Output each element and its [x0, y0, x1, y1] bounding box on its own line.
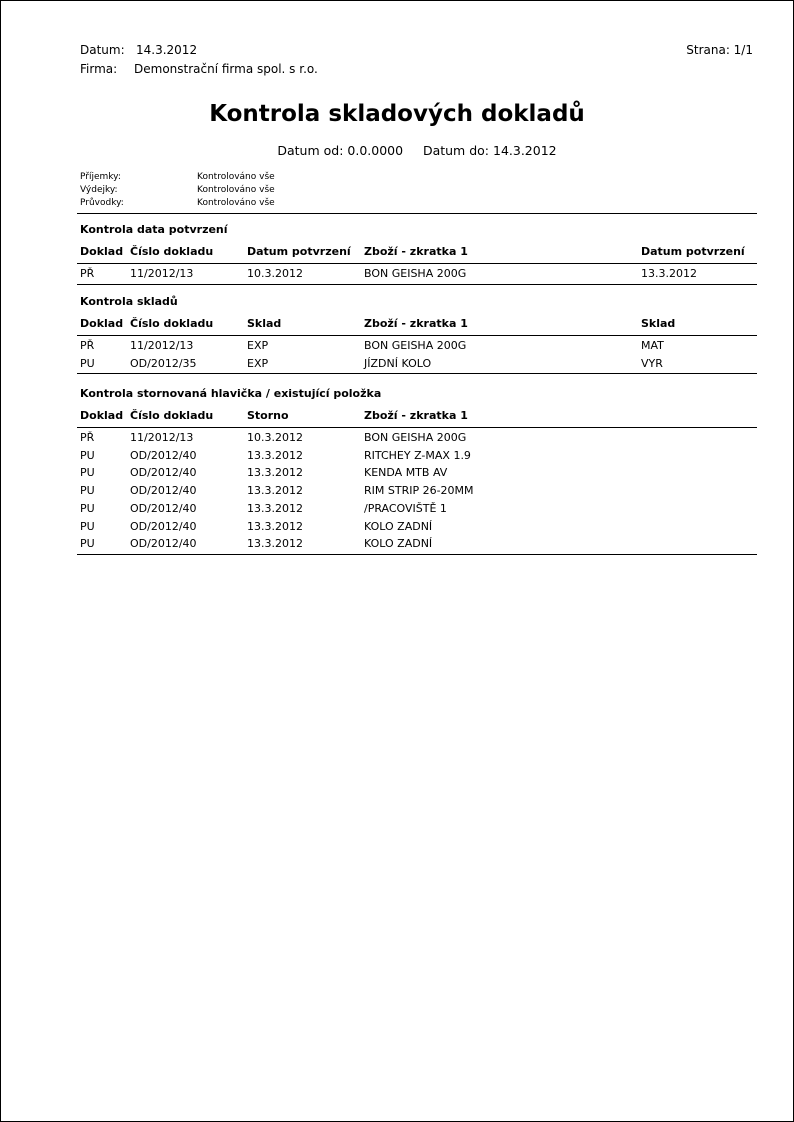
table-cell: PU — [80, 501, 95, 515]
table-cell: 13.3.2012 — [247, 537, 303, 551]
page-number: Strana: 1/1 — [686, 43, 753, 57]
company-label: Firma: — [80, 62, 118, 76]
header-divider — [77, 427, 757, 428]
table-cell: 13.3.2012 — [247, 466, 303, 480]
section-divider — [77, 373, 757, 375]
table-cell: PU — [80, 537, 95, 551]
column-header: Číslo dokladu — [130, 317, 214, 330]
table-cell: PU — [80, 519, 95, 533]
divider — [77, 213, 757, 214]
company-value: Demonstrační firma spol. s r.o. — [134, 62, 318, 76]
section-title: Kontrola skladů — [80, 295, 178, 308]
table-cell: 11/2012/13 — [130, 431, 194, 444]
filter-value: Kontrolováno vše — [197, 185, 275, 195]
filter-label: Příjemky: — [80, 172, 121, 182]
column-header: Storno — [247, 409, 289, 422]
column-header: Datum potvrzení — [641, 245, 745, 258]
section-divider — [77, 283, 757, 285]
table-cell: 11/2012/13 — [130, 267, 194, 280]
table-cell: 13.3.2012 — [247, 484, 303, 498]
table-cell: 13.3.2012 — [641, 267, 697, 280]
column-header: Doklad — [80, 245, 124, 258]
table-cell: VYR — [641, 356, 663, 370]
column-header: Doklad — [80, 409, 124, 422]
table-cell: PŘ — [80, 339, 95, 352]
column-header: Zboží - zkratka 1 — [364, 317, 468, 330]
table-cell: PŘ — [80, 267, 95, 280]
header-divider — [77, 263, 757, 264]
date-range: Datum od: 0.0.0000 Datum do: 14.3.2012 — [1, 143, 793, 158]
table-cell: RIM STRIP 26-20MM — [364, 484, 474, 498]
date-from: 0.0.0000 — [347, 143, 404, 158]
column-header: Zboží - zkratka 1 — [364, 245, 468, 258]
table-cell: OD/2012/35 — [130, 356, 197, 370]
table-cell: KOLO ZADNÍ — [364, 519, 433, 533]
column-header: Sklad — [247, 317, 282, 330]
filter-value: Kontrolováno vše — [197, 172, 275, 182]
table-cell: BON GEISHA 200G — [364, 431, 467, 444]
table-cell: RITCHEY Z-MAX 1.9 — [364, 448, 471, 462]
table-cell: PU — [80, 356, 95, 370]
table-cell: MAT — [641, 339, 664, 352]
table-cell: 10.3.2012 — [247, 431, 303, 444]
date-value: 14.3.2012 — [136, 43, 198, 57]
table-cell: EXP — [247, 339, 269, 352]
table-cell: EXP — [247, 356, 269, 370]
table-cell: JÍZDNÍ KOLO — [364, 356, 432, 370]
table-cell: 13.3.2012 — [247, 501, 303, 515]
table-cell: OD/2012/40 — [130, 448, 197, 462]
table-cell: KENDA MTB AV — [364, 466, 448, 480]
filter-value: Kontrolováno vše — [197, 198, 275, 208]
table-cell: PU — [80, 484, 95, 498]
table-cell: 13.3.2012 — [247, 519, 303, 533]
table-cell: BON GEISHA 200G — [364, 267, 467, 280]
table-cell: KOLO ZADNÍ — [364, 537, 433, 551]
table-cell: OD/2012/40 — [130, 466, 197, 480]
column-header: Číslo dokladu — [130, 245, 214, 258]
table-cell: OD/2012/40 — [130, 519, 197, 533]
column-header: Zboží - zkratka 1 — [364, 409, 468, 422]
section-title: Kontrola stornovaná hlavička / existujíc… — [80, 387, 382, 400]
date-label: Datum: — [80, 43, 125, 57]
filter-label: Výdejky: — [80, 185, 118, 195]
column-header: Datum potvrzení — [247, 245, 351, 258]
table-cell: OD/2012/40 — [130, 501, 197, 515]
table-cell: 10.3.2012 — [247, 267, 303, 280]
table-cell: BON GEISHA 200G — [364, 339, 467, 352]
table-cell: PU — [80, 466, 95, 480]
report-title: Kontrola skladových dokladů — [209, 101, 585, 127]
table-cell: OD/2012/40 — [130, 537, 197, 551]
column-header: Doklad — [80, 317, 124, 330]
section-title: Kontrola data potvrzení — [80, 223, 228, 236]
table-cell: /PRACOVIŠTĚ 1 — [364, 501, 447, 515]
filter-label: Průvodky: — [80, 198, 124, 208]
table-cell: PU — [80, 448, 95, 462]
table-cell: 11/2012/13 — [130, 339, 194, 352]
table-cell: PŘ — [80, 431, 95, 444]
column-header: Sklad — [641, 317, 676, 330]
table-cell: 13.3.2012 — [247, 448, 303, 462]
column-header: Číslo dokladu — [130, 409, 214, 422]
section-divider — [77, 553, 757, 555]
date-from-label: Datum od: — [277, 143, 344, 158]
date-to: 14.3.2012 — [493, 143, 557, 158]
date-to-label: Datum do: — [422, 143, 490, 158]
header-divider — [77, 335, 757, 336]
table-cell: OD/2012/40 — [130, 484, 197, 498]
